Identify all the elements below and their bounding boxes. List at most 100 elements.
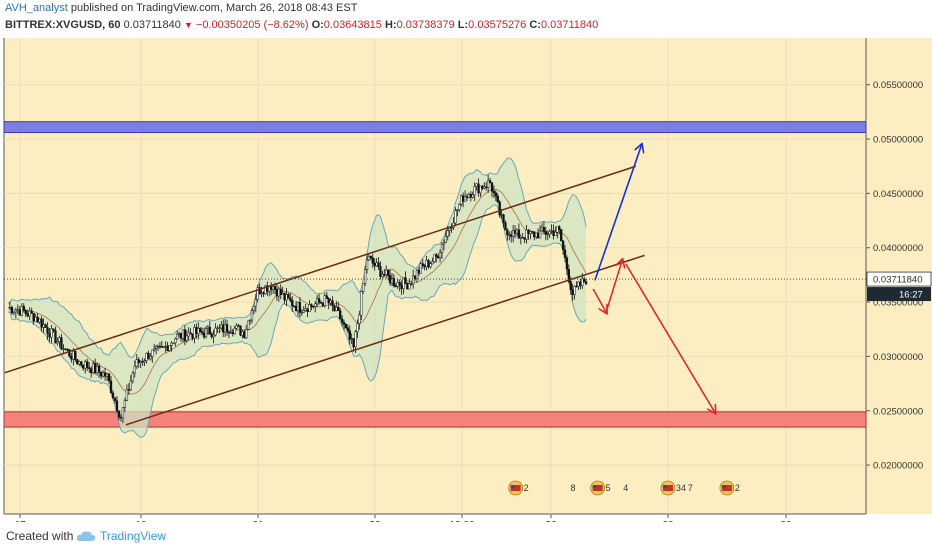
candle-body <box>363 269 367 284</box>
tradingview-link[interactable]: TradingView <box>100 529 167 543</box>
candle-body <box>139 361 142 364</box>
candle-body <box>113 397 117 401</box>
candle-body <box>396 282 399 287</box>
candle-body <box>56 341 59 344</box>
x-tick-label: 12:00 <box>449 520 474 522</box>
candle-body <box>291 300 294 307</box>
candle-body <box>571 289 574 295</box>
candle-body <box>425 260 428 268</box>
candle-body <box>210 334 213 338</box>
candle-body <box>137 359 140 364</box>
event-count: 8 <box>571 483 576 493</box>
candle-body <box>245 329 248 339</box>
candle-body <box>293 305 296 308</box>
candle-body <box>176 334 179 340</box>
candle-body <box>479 185 482 194</box>
candle-body <box>149 356 152 360</box>
candle-body <box>379 266 382 277</box>
candle-body <box>97 365 101 373</box>
author-link[interactable]: AVH_analyst <box>5 2 68 14</box>
candle-body <box>170 342 173 346</box>
candle-body <box>342 322 346 325</box>
candle-body <box>18 309 21 316</box>
event-flag-canton <box>721 485 726 488</box>
candle-body <box>197 328 200 334</box>
candle-body <box>268 286 271 292</box>
x-tick-label: 28 <box>662 520 674 522</box>
candle-body <box>294 305 298 311</box>
candle-body <box>548 230 551 235</box>
candle-body <box>567 269 570 282</box>
candle-body <box>321 302 325 307</box>
candle-body <box>421 263 424 266</box>
candle-body <box>123 400 127 408</box>
candle-body <box>66 348 69 351</box>
candle-body <box>166 345 169 351</box>
candle-body <box>577 281 580 287</box>
candle-body <box>62 348 65 350</box>
candle-body <box>8 306 12 309</box>
candle-body <box>227 331 231 334</box>
candle-body <box>538 230 542 239</box>
candle-body <box>575 285 578 288</box>
candle-body <box>250 310 254 321</box>
candle-body <box>490 182 494 192</box>
candle-body <box>461 195 465 202</box>
resistance-zone <box>3 121 867 134</box>
candle-body <box>129 380 132 390</box>
candle-body <box>404 277 407 284</box>
candle-body <box>365 259 369 270</box>
candle-body <box>463 196 467 202</box>
candle-body <box>579 281 582 287</box>
event-markers: 2 8 5 4 34 7 2 <box>508 480 740 496</box>
candle-body <box>542 227 546 232</box>
candle-body <box>481 185 484 189</box>
candle-body <box>252 305 256 311</box>
candle-body <box>306 308 309 313</box>
candle-body <box>95 365 99 374</box>
candle-body <box>485 186 488 188</box>
candle-body <box>388 275 392 284</box>
candle-body <box>191 333 194 339</box>
candle-body <box>107 373 111 382</box>
candle-body <box>151 349 154 357</box>
candle-body <box>127 389 131 391</box>
tradingview-logo-icon <box>76 531 96 541</box>
candle-body <box>510 234 513 237</box>
candle-body <box>500 214 503 216</box>
candle-body <box>237 325 240 327</box>
candle-body <box>231 331 234 334</box>
event-count: 5 <box>606 483 611 493</box>
y-tick-label: 0.04000000 <box>873 243 923 254</box>
candle-body <box>279 288 282 295</box>
candle-body <box>262 292 265 295</box>
candle-body <box>243 331 246 339</box>
candle-body <box>44 324 47 328</box>
candle-body <box>121 407 125 419</box>
candle-body <box>34 316 37 322</box>
candle-body <box>160 346 164 348</box>
candle-body <box>492 190 496 194</box>
candle-body <box>101 372 105 377</box>
candle-body <box>467 193 471 198</box>
price-change: −0.00350205 (−8.62%) <box>195 19 309 31</box>
open-label: O: <box>311 19 324 31</box>
candle-body <box>30 310 33 314</box>
candle-body <box>435 254 438 257</box>
candle-body <box>550 230 553 232</box>
candle-body <box>281 292 284 295</box>
candle-body <box>533 231 536 238</box>
candle-body <box>40 318 43 328</box>
candle-body <box>386 269 390 276</box>
candle-body <box>223 324 227 333</box>
candle-body <box>427 260 430 268</box>
price-chart[interactable]: 0.05500000 0.05000000 0.04500000 0.04000000… <box>0 36 932 522</box>
candle-body <box>60 337 63 350</box>
event-flag-canton <box>662 485 667 488</box>
candle-body <box>42 324 45 328</box>
candle-body <box>216 327 219 329</box>
candle-body <box>477 183 480 194</box>
event-flag-canton <box>592 485 597 488</box>
candle-body <box>141 361 144 363</box>
candle-body <box>448 228 451 231</box>
